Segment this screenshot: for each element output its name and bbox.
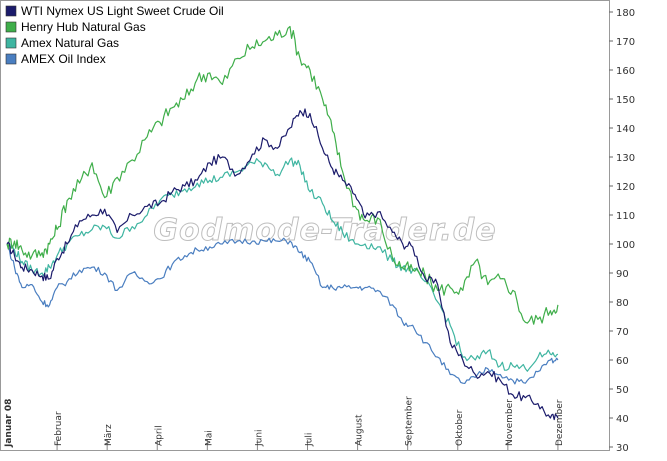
month-label: August xyxy=(355,414,365,446)
y-tick-label: 70 xyxy=(616,327,629,338)
y-tick-label: 130 xyxy=(616,153,635,164)
series-line-2 xyxy=(6,157,559,372)
legend-label: WTI Nymex US Light Sweet Crude Oil xyxy=(21,4,224,18)
y-tick-label: 50 xyxy=(616,385,629,396)
series-line-3 xyxy=(6,237,559,385)
y-tick-label: 180 xyxy=(616,8,635,19)
y-tick-label: 140 xyxy=(616,124,635,135)
legend-swatch xyxy=(5,53,17,65)
y-tick-label: 40 xyxy=(616,414,629,425)
y-axis: 30 40 50 60 70 80 90 100 110 120 130 140 150 160 170 18… xyxy=(609,8,635,454)
month-label: Oktober xyxy=(455,409,465,446)
month-label: Juli xyxy=(305,433,315,447)
y-tick-label: 90 xyxy=(616,269,629,280)
x-start-label: Januar 08 xyxy=(4,399,14,448)
y-tick-label: 110 xyxy=(616,211,635,222)
y-tick-label: 120 xyxy=(616,182,635,193)
y-tick-label: 150 xyxy=(616,95,635,106)
legend: WTI Nymex US Light Sweet Crude Oil Henry … xyxy=(5,4,224,66)
watermark-text: Godmode-Trader.de xyxy=(153,213,496,248)
y-tick-label: 80 xyxy=(616,298,629,309)
y-tick-label: 160 xyxy=(616,66,635,77)
series-line-1 xyxy=(6,25,559,325)
legend-label: AMEX Oil Index xyxy=(21,52,106,66)
series-layer xyxy=(6,25,559,421)
y-tick-label: 170 xyxy=(616,37,635,48)
y-tick-label: 30 xyxy=(616,443,629,454)
month-label: Februar xyxy=(54,411,64,446)
legend-label: Amex Natural Gas xyxy=(21,36,119,50)
month-label: Juni xyxy=(254,429,264,447)
y-tick-label: 60 xyxy=(616,356,629,367)
legend-swatch xyxy=(5,37,17,49)
legend-label: Henry Hub Natural Gas xyxy=(21,20,146,34)
month-label: Dezember xyxy=(555,399,565,446)
legend-swatch xyxy=(5,5,17,17)
month-label: September xyxy=(405,396,415,446)
month-label: März xyxy=(104,424,114,446)
month-label: Mai xyxy=(204,430,214,446)
month-axis: Februar März April Mai Juni Juli August Septemb… xyxy=(54,396,565,450)
legend-swatch xyxy=(5,21,17,33)
series-line-0 xyxy=(6,108,559,421)
month-label: November xyxy=(505,399,515,446)
y-tick-label: 100 xyxy=(616,240,635,251)
month-label: April xyxy=(154,425,164,446)
